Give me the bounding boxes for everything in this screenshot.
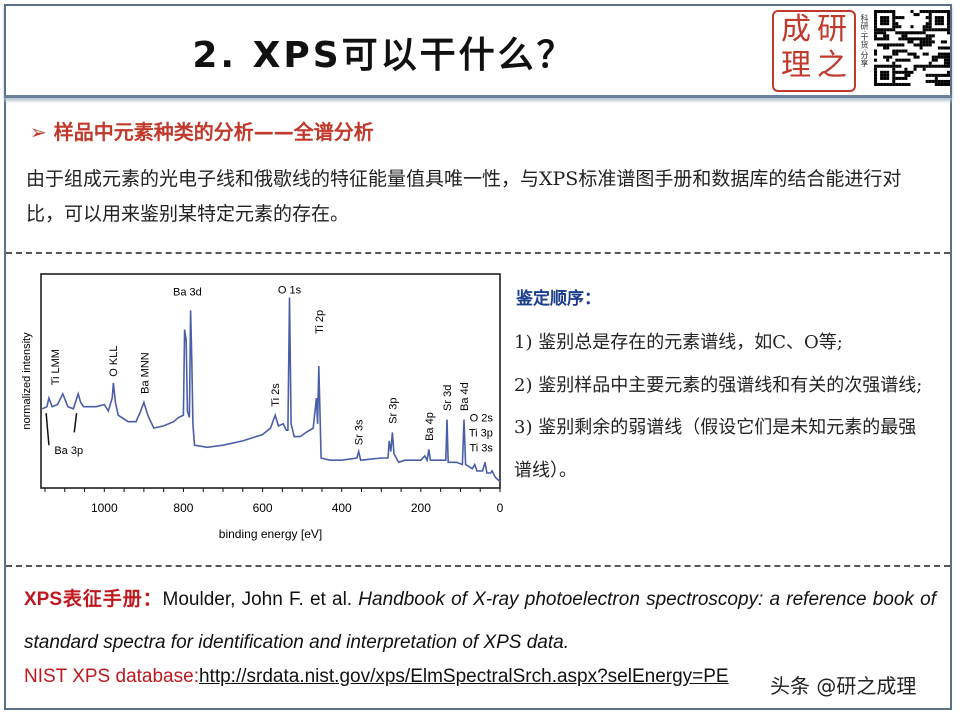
watermark: 头条 @研之成理 <box>770 670 917 699</box>
peak-label: Ba MNN <box>140 352 152 394</box>
y-axis-label: normalized intensity <box>21 332 33 430</box>
step-1: 1) 鉴别总是存在的元素谱线，如C、O等; <box>514 332 843 353</box>
divider <box>6 565 950 567</box>
peak-label: Ba 4p <box>424 412 436 441</box>
step-2: 2) 鉴别样品中主要元素的强谱线和有关的次强谱线; <box>514 374 923 396</box>
peak-label: Ti 2p <box>314 310 326 334</box>
step-3: 3) 鉴别剩余的弱谱线（假设它们是未知元素的最强谱线）。 <box>514 417 917 481</box>
peak-label: Ti 2s <box>270 383 282 407</box>
peak-label: O KLL <box>108 346 120 377</box>
peak-label: O 1s <box>278 284 302 296</box>
peak-label: Ti 3s <box>469 443 493 455</box>
x-tick-label: 800 <box>173 501 193 515</box>
section-description: 由于组成元素的光电子线和俄歇线的特征能量值具唯一性，与XPS标准谱图手册和数据库… <box>26 168 902 225</box>
identification-title: 鉴定顺序： <box>516 289 601 309</box>
qr-code-icon <box>874 10 950 86</box>
peak-label: Ti 3p <box>469 428 493 440</box>
peak-label: Ba 3d <box>173 286 202 298</box>
peak-label: Ti LMM <box>50 349 62 385</box>
xps-spectrum-chart: 1000 800 600 400 200 0 binding energy [eV] norm… <box>21 273 504 541</box>
nist-reference: NIST XPS database:http://srdata.nist.gov… <box>24 666 729 688</box>
spectrum-line <box>41 297 501 483</box>
logo-seal: 成研理之 <box>772 10 856 92</box>
peak-label: Sr 3s <box>354 419 366 445</box>
identification-steps: 1) 鉴别总是存在的元素谱线，如C、O等; 2) 鉴别样品中主要元素的强谱线和有… <box>514 322 934 492</box>
peak-label: Sr 3p <box>387 398 399 424</box>
x-tick-label: 200 <box>411 501 431 515</box>
handbook-title: Handbook of X-ray photoelectron spectros… <box>24 589 936 653</box>
handbook-reference: XPS表征手册：Moulder, John F. et al. Handbook… <box>24 578 936 664</box>
x-axis-label: binding energy [eV] <box>219 527 322 541</box>
handbook-authors: Moulder, John F. et al. <box>162 589 359 610</box>
handbook-label: XPS表征手册： <box>24 589 163 610</box>
divider <box>6 252 950 254</box>
nist-label: NIST XPS database: <box>24 666 199 687</box>
ba3p-leader-line <box>73 413 78 433</box>
nist-link[interactable]: http://srdata.nist.gov/xps/ElmSpectralSr… <box>198 666 729 687</box>
slide-frame <box>4 4 952 710</box>
x-tick-label: 0 <box>497 501 504 515</box>
peak-label: Ba 3p <box>54 445 83 457</box>
peak-label: Sr 3d <box>442 385 454 411</box>
logo-motto: 科研·干货·分享 <box>860 14 869 68</box>
peak-label: O 2s <box>470 413 494 425</box>
section-title: ➢ 样品中元素种类的分析——全谱分析 <box>30 120 374 144</box>
header: 2. XPS可以干什么？ <box>4 4 952 98</box>
ba3p-leader-line <box>45 413 50 446</box>
x-tick-label: 1000 <box>91 501 118 515</box>
x-tick-label: 400 <box>332 501 352 515</box>
x-tick-label: 600 <box>253 501 273 515</box>
peak-label: Ba 4d <box>459 382 471 411</box>
page-title: 2. XPS可以干什么？ <box>192 35 576 76</box>
plot-frame <box>40 273 501 489</box>
